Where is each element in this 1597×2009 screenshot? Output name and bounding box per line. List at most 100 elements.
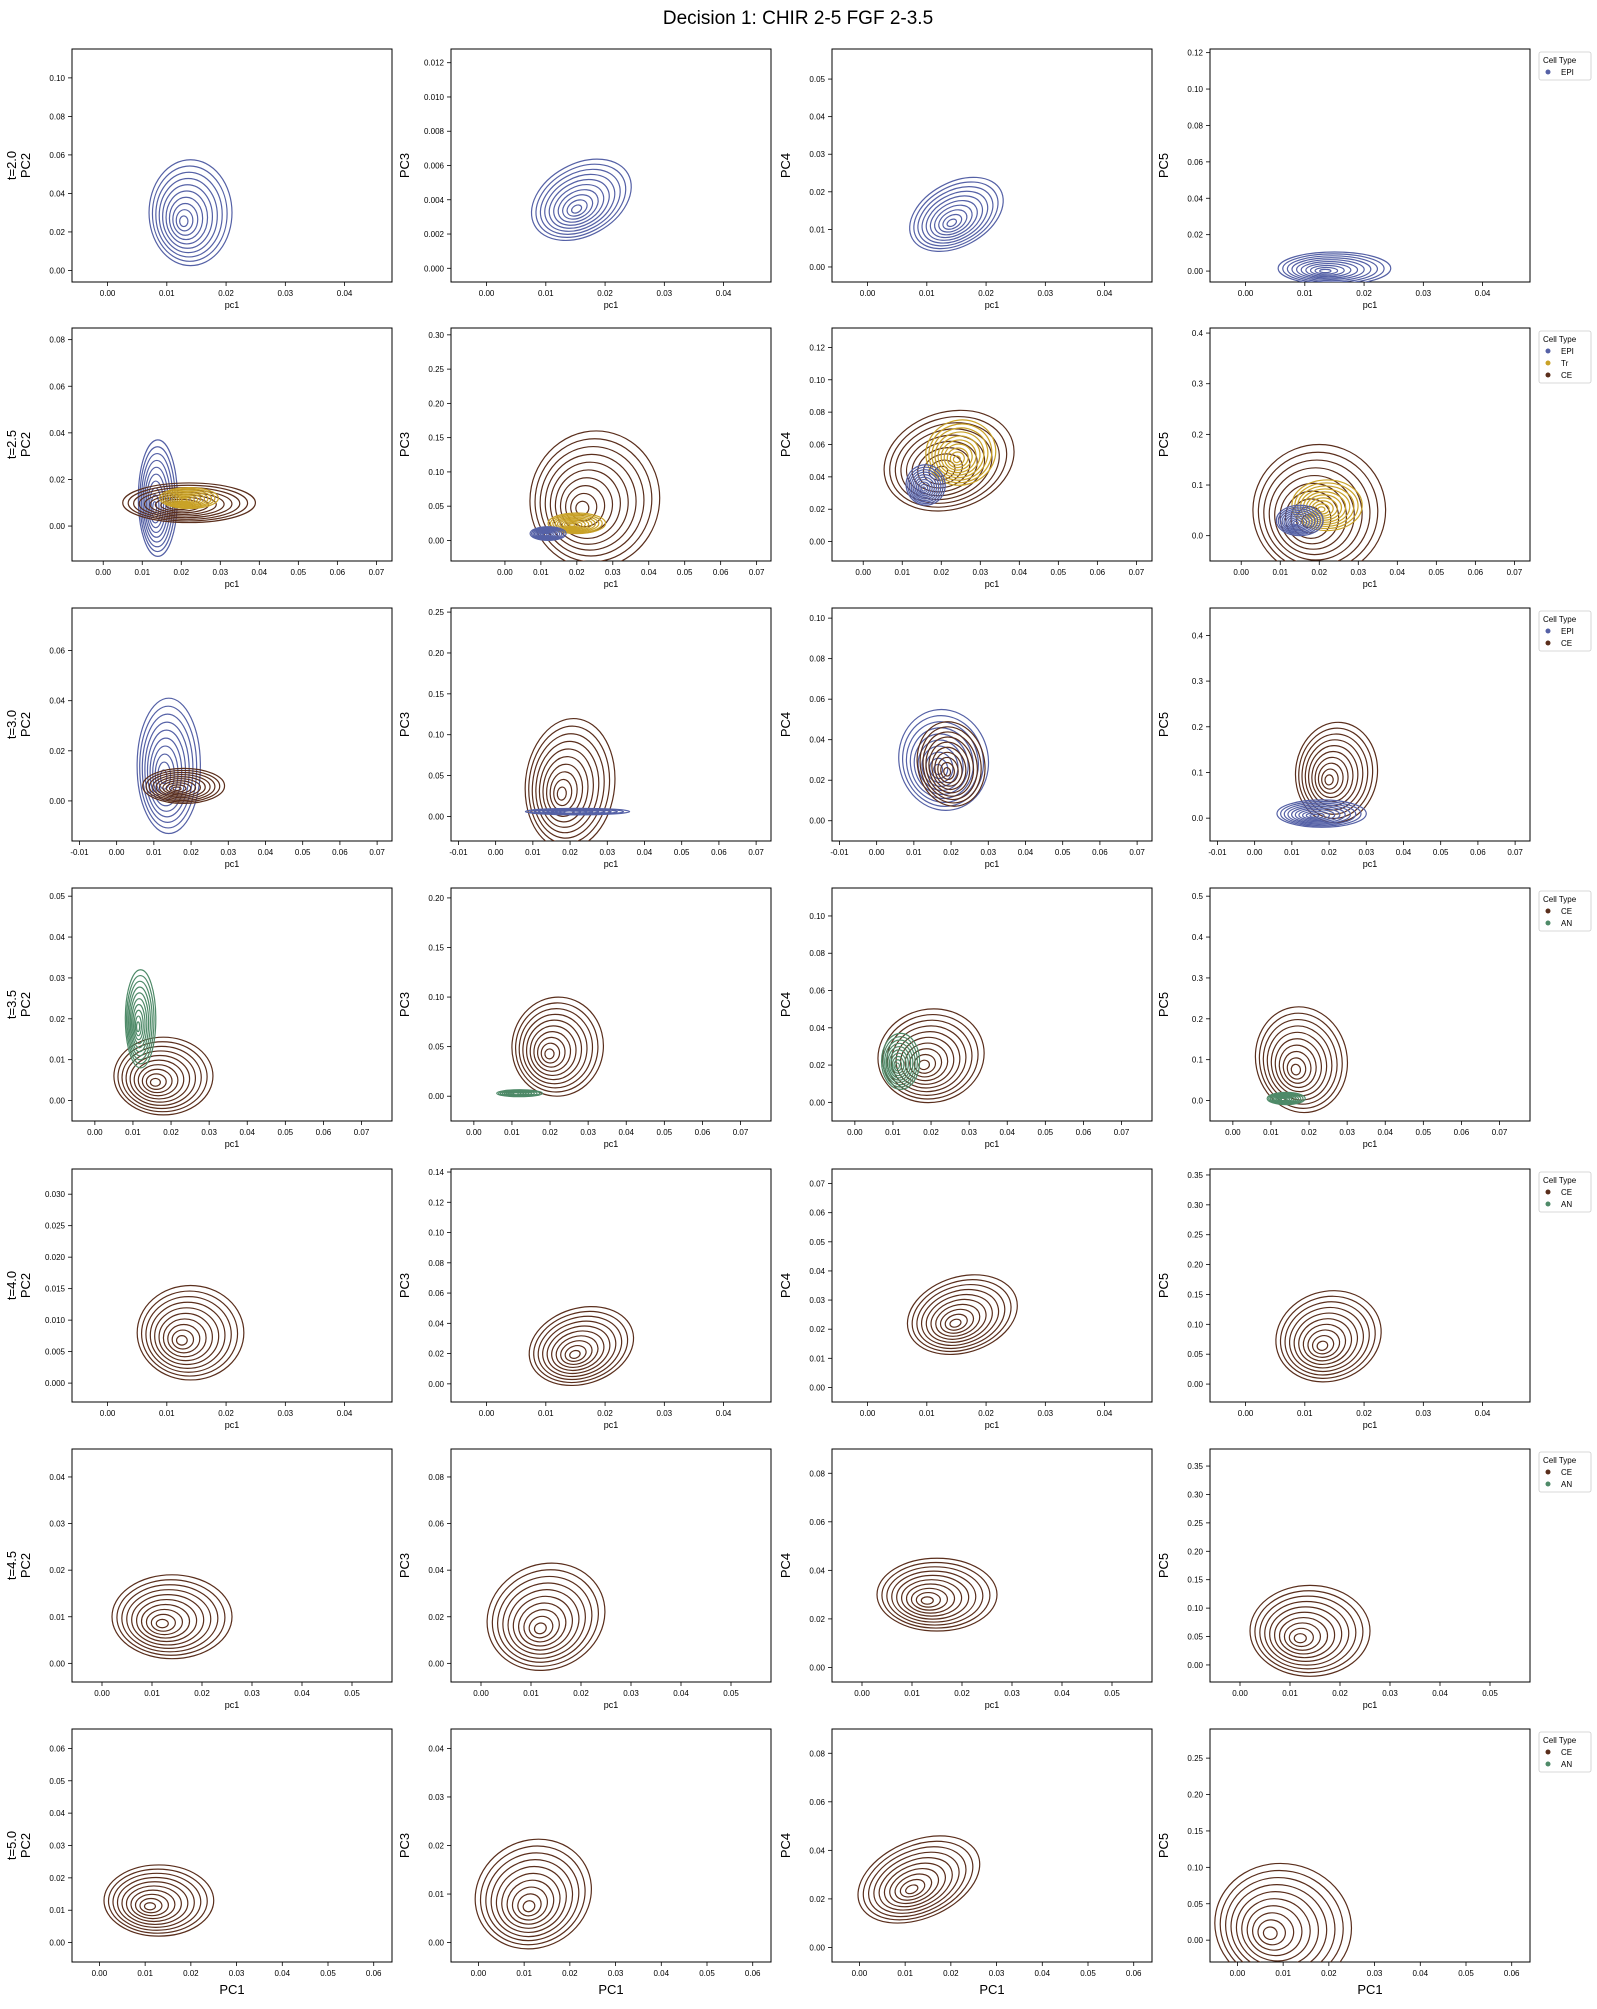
contour-level xyxy=(907,466,944,505)
contour-level xyxy=(1297,485,1355,528)
x-tick-label: 0.03 xyxy=(980,848,996,857)
axes-frame xyxy=(450,1728,772,1963)
contour-level xyxy=(495,1865,567,1933)
x-tick-label: 0.03 xyxy=(1339,1128,1355,1137)
y-tick-label: 0.10 xyxy=(428,468,444,477)
contour-level xyxy=(1249,1584,1371,1677)
y-axis-label: PC5 xyxy=(1156,1273,1171,1298)
y-tick-label: 0.008 xyxy=(424,127,445,136)
subplot-6-1: 0.00 0.01 0.02 0.03 0.04 0.05 0.00 0.01 0.02 0.03… xyxy=(4,1448,393,1710)
x-tick-label: 0.01 xyxy=(134,568,150,577)
x-tick-label: 0.04 xyxy=(337,289,353,298)
contour-level xyxy=(116,1876,195,1928)
contour-level xyxy=(129,1054,191,1103)
y-tick-label: 0.04 xyxy=(809,473,825,482)
x-tick-label: 0.04 xyxy=(618,1128,634,1137)
subplot-1-3: 0.00 0.01 0.02 0.03 0.04 0.00 0.01 0.02 0.03 0.04… xyxy=(778,48,1153,310)
y-tick-label: 0.000 xyxy=(424,264,445,273)
y-tick-label: 0.20 xyxy=(1187,1261,1203,1270)
x-tick-label: 0.00 xyxy=(100,289,116,298)
contour-level xyxy=(568,523,576,527)
y-tick-label: 0.35 xyxy=(1187,1171,1203,1180)
contour-level xyxy=(539,168,621,235)
legend-title: Cell Type xyxy=(1543,1736,1577,1745)
contour-level xyxy=(900,428,993,501)
y-tick-label: 0.15 xyxy=(1187,1290,1203,1299)
y-tick-label: 0.01 xyxy=(809,1354,825,1363)
y-tick-label: 0.02 xyxy=(809,188,825,197)
y-axis-label: PC5 xyxy=(1156,992,1171,1017)
x-tick-label: 0.03 xyxy=(599,848,615,857)
contour-level xyxy=(931,427,989,481)
contour-level xyxy=(1275,1290,1382,1383)
x-tick-label: 0.05 xyxy=(1482,1689,1498,1698)
y-tick-label: 0.00 xyxy=(49,1659,65,1668)
subplot-7-2: 0.00 0.01 0.02 0.03 0.04 0.05 0.06 0.00 0.01 0.02… xyxy=(397,1728,772,1997)
legend-marker xyxy=(1545,1469,1551,1475)
x-tick-label: 0.00 xyxy=(1230,1969,1246,1978)
contour-series-EPI xyxy=(1275,504,1324,537)
plot-area xyxy=(1252,443,1387,561)
subplot-3-2: -0.01 0.00 0.01 0.02 0.03 0.04 0.05 0.06 0.07 0.0… xyxy=(397,607,772,869)
legend-title: Cell Type xyxy=(1543,335,1577,344)
contour-level xyxy=(542,1320,617,1378)
contour-level xyxy=(512,1595,573,1651)
contour-level xyxy=(1262,1018,1338,1105)
legend-marker xyxy=(1545,372,1551,378)
contour-level xyxy=(124,969,157,1069)
y-tick-label: 0.15 xyxy=(1187,1576,1203,1585)
y-axis-label: PC3 xyxy=(397,1273,412,1298)
contour-level xyxy=(511,1886,548,1921)
contour-level xyxy=(1314,756,1349,799)
x-tick-label: 0.06 xyxy=(1092,848,1108,857)
axes-frame xyxy=(450,1168,772,1403)
plot-area xyxy=(883,409,1015,512)
contour-level xyxy=(1301,733,1369,815)
contour-level xyxy=(517,1893,542,1917)
x-tick-label: 0.00 xyxy=(100,1409,116,1418)
contour-level xyxy=(883,1862,946,1908)
contour-level xyxy=(136,697,201,835)
x-tick-label: 0.05 xyxy=(674,848,690,857)
contour-level xyxy=(1309,264,1345,276)
axes-frame xyxy=(450,327,772,562)
contour-level xyxy=(557,189,599,223)
contour-level xyxy=(888,1049,909,1079)
contour-level xyxy=(1266,1025,1333,1101)
plot-area xyxy=(1277,251,1392,282)
contour-level xyxy=(485,1852,580,1942)
y-tick-label: 0.4 xyxy=(1192,631,1204,640)
x-tick-label: 0.01 xyxy=(1297,1409,1313,1418)
subplot-5-4: 0.00 0.01 0.02 0.03 0.04 0.00 0.05 0.10 0.15 0.20… xyxy=(1156,1168,1531,1430)
y-axis-label: PC2 xyxy=(18,153,33,178)
y-tick-label: 0.30 xyxy=(428,331,444,340)
contour-level xyxy=(534,438,653,561)
contour-level xyxy=(125,974,155,1065)
contour-level xyxy=(570,204,583,214)
x-tick-label: -0.01 xyxy=(1208,848,1227,857)
y-tick-label: 0.05 xyxy=(428,1043,444,1052)
legend-label: AN xyxy=(1561,1480,1572,1489)
contour-level xyxy=(928,423,993,484)
x-tick-label: 0.04 xyxy=(1390,568,1406,577)
legend-4: Cell Type CE AN xyxy=(1538,890,1592,932)
y-tick-label: 0.06 xyxy=(49,647,65,656)
y-tick-label: 0.04 xyxy=(49,429,65,438)
contour-level xyxy=(1214,1862,1353,1962)
contour-level xyxy=(165,190,209,245)
y-tick-label: 0.0 xyxy=(1192,532,1204,541)
contour-level xyxy=(1280,800,1362,827)
y-axis-label: PC4 xyxy=(778,1273,793,1298)
y-tick-label: 0.04 xyxy=(809,1267,825,1276)
contour-level xyxy=(139,705,198,829)
y-tick-label: 0.00 xyxy=(428,1380,444,1389)
contour-level xyxy=(165,782,192,794)
contour-series-CE xyxy=(111,1574,233,1660)
contour-level xyxy=(930,1298,987,1340)
contour-level xyxy=(137,1064,179,1097)
y-axis-label: PC4 xyxy=(778,712,793,737)
plot-area xyxy=(529,430,661,561)
subplot-5-1: 0.00 0.01 0.02 0.03 0.04 0.000 0.005 0.010 0.015… xyxy=(4,1168,393,1430)
contour-level xyxy=(125,1885,182,1923)
contour-level xyxy=(490,1859,574,1938)
